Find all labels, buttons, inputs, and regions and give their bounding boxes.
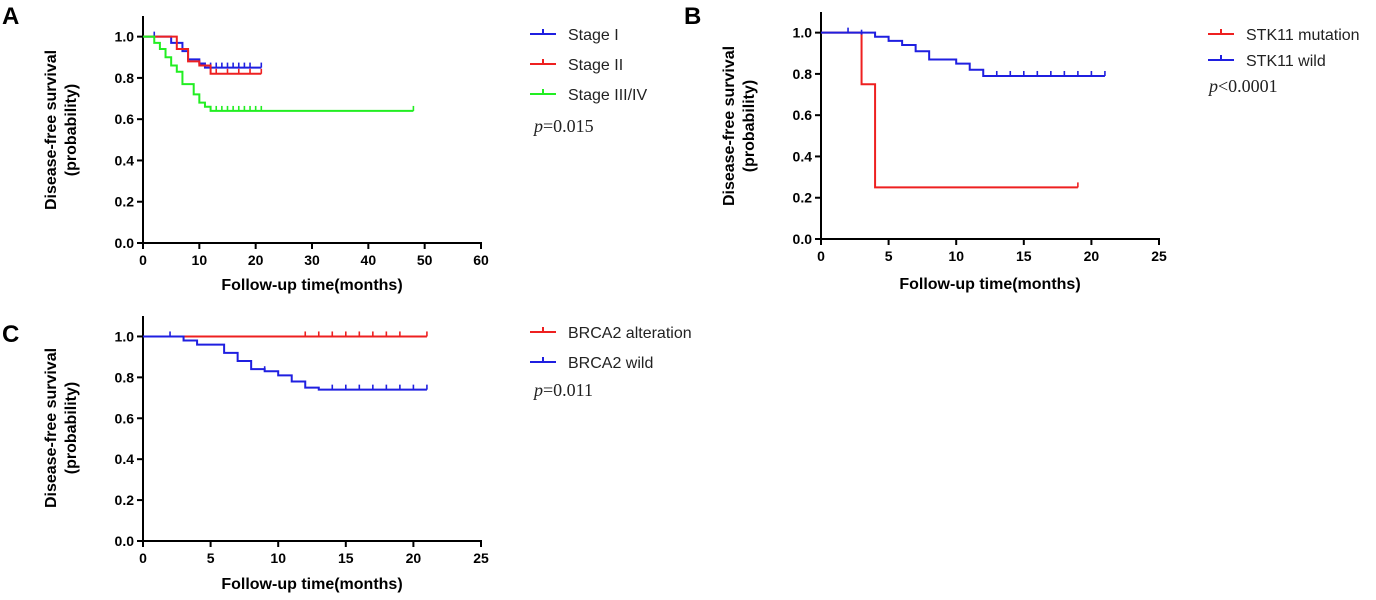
y-tick-label: 0.2	[115, 194, 135, 210]
x-tick-label: 5	[207, 550, 215, 566]
p-value: p=0.011	[532, 380, 593, 400]
panel-label-b: B	[684, 3, 701, 30]
survival-curve-stage-iii-iv	[143, 35, 414, 112]
legend-label: STK11 wild	[1246, 53, 1326, 70]
x-axis-title: Follow-up time(months)	[221, 576, 402, 593]
y-axis-title-line1: Disease-free survival	[43, 50, 60, 210]
x-tick-label: 10	[948, 248, 964, 264]
survival-curve-stage-i	[143, 35, 262, 69]
legend: BRCA2 alteration BRCA2 wild	[530, 325, 692, 372]
p-value-symbol: p	[1207, 76, 1218, 96]
legend: Stage I Stage II Stage III/IV	[530, 27, 647, 104]
x-tick-label: 0	[139, 550, 147, 566]
y-ticks: 0.0 0.2 0.4 0.6 0.8 1.0	[793, 25, 821, 247]
y-axis-title-line2: (probability)	[741, 80, 758, 172]
x-tick-label: 30	[304, 252, 320, 268]
curves	[821, 27, 1106, 189]
y-tick-label: 0.0	[793, 231, 813, 247]
x-tick-label: 5	[885, 248, 893, 264]
p-value-symbol: p	[532, 116, 543, 136]
p-value-text: =0.011	[543, 380, 593, 400]
p-value: p=0.015	[532, 116, 594, 136]
survival-curve-stk11-wild	[821, 31, 1105, 77]
x-tick-label: 0	[139, 252, 147, 268]
panel-label-a: A	[2, 3, 19, 30]
p-value: p<0.0001	[1207, 76, 1278, 96]
x-tick-label: 20	[406, 550, 422, 566]
legend-label: Stage II	[568, 57, 623, 74]
survival-curve-stk11-mutation	[821, 31, 1078, 189]
x-tick-label: 0	[817, 248, 825, 264]
x-ticks: 0 5 10 15 20 25	[139, 541, 489, 566]
legend-item-stk11-mutation: STK11 mutation	[1208, 27, 1360, 44]
p-value-text: =0.015	[543, 116, 594, 136]
legend-label: BRCA2 wild	[568, 355, 653, 372]
p-value-text: <0.0001	[1218, 76, 1278, 96]
x-axis-title: Follow-up time(months)	[221, 277, 402, 294]
y-tick-label: 1.0	[115, 29, 135, 45]
panel-label-c: C	[2, 321, 19, 348]
y-tick-label: 0.0	[115, 235, 135, 251]
legend-label: STK11 mutation	[1246, 27, 1360, 44]
p-value-symbol: p	[532, 380, 543, 400]
x-tick-label: 50	[417, 252, 433, 268]
y-tick-label: 1.0	[115, 328, 135, 344]
y-tick-label: 0.8	[115, 70, 135, 86]
legend-item-stage-i: Stage I	[530, 27, 619, 44]
y-tick-label: 0.8	[115, 369, 135, 385]
y-tick-label: 0.4	[115, 152, 135, 168]
x-tick-label: 15	[338, 550, 354, 566]
y-axis-title-line2: (probability)	[63, 382, 80, 474]
x-axis-title: Follow-up time(months)	[899, 276, 1080, 293]
legend: STK11 mutation STK11 wild	[1208, 27, 1360, 70]
y-tick-label: 0.0	[115, 533, 135, 549]
y-tick-label: 0.6	[115, 111, 135, 127]
survival-curve-stage-ii	[143, 35, 262, 75]
y-tick-label: 1.0	[793, 25, 813, 41]
y-ticks: 0.0 0.2 0.4 0.6 0.8 1.0	[115, 29, 143, 251]
legend-label: BRCA2 alteration	[568, 325, 692, 342]
y-tick-label: 0.6	[115, 410, 135, 426]
panel-b: B Disease-free survival (probability) 0.…	[684, 3, 1360, 293]
legend-label: Stage III/IV	[568, 87, 647, 104]
panel-c: C Disease-free survival (probability) 0.…	[2, 316, 692, 593]
x-tick-label: 25	[473, 550, 489, 566]
x-ticks: 0 5 10 15 20 25	[817, 239, 1167, 264]
y-tick-label: 0.4	[115, 451, 135, 467]
y-ticks: 0.0 0.2 0.4 0.6 0.8 1.0	[115, 328, 143, 549]
x-tick-label: 20	[248, 252, 264, 268]
y-tick-label: 0.8	[793, 66, 813, 82]
legend-label: Stage I	[568, 27, 619, 44]
y-tick-label: 0.6	[793, 107, 813, 123]
legend-item-stage-iii-iv: Stage III/IV	[530, 87, 647, 104]
x-tick-label: 10	[192, 252, 208, 268]
x-tick-label: 10	[270, 550, 286, 566]
panel-a: A Disease-free survival (probability) 0.…	[2, 3, 647, 294]
x-tick-label: 25	[1151, 248, 1167, 264]
x-tick-label: 60	[473, 252, 489, 268]
x-tick-label: 40	[361, 252, 377, 268]
x-ticks: 0 10 20 30 40 50 60	[139, 243, 489, 268]
curves	[143, 31, 415, 112]
y-axis-title-line1: Disease-free survival	[43, 348, 60, 508]
legend-item-brca2-alteration: BRCA2 alteration	[530, 325, 692, 342]
y-axis-title-line2: (probability)	[63, 84, 80, 176]
x-tick-label: 20	[1084, 248, 1100, 264]
legend-item-stk11-wild: STK11 wild	[1208, 53, 1326, 70]
legend-item-brca2-wild: BRCA2 wild	[530, 355, 653, 372]
legend-item-stage-ii: Stage II	[530, 57, 623, 74]
y-tick-label: 0.2	[793, 190, 813, 206]
x-tick-label: 15	[1016, 248, 1032, 264]
survival-curve-brca2-wild	[143, 335, 427, 391]
y-tick-label: 0.2	[115, 492, 135, 508]
curves	[143, 331, 428, 391]
y-axis-title-line1: Disease-free survival	[721, 46, 738, 206]
y-tick-label: 0.4	[793, 148, 813, 164]
